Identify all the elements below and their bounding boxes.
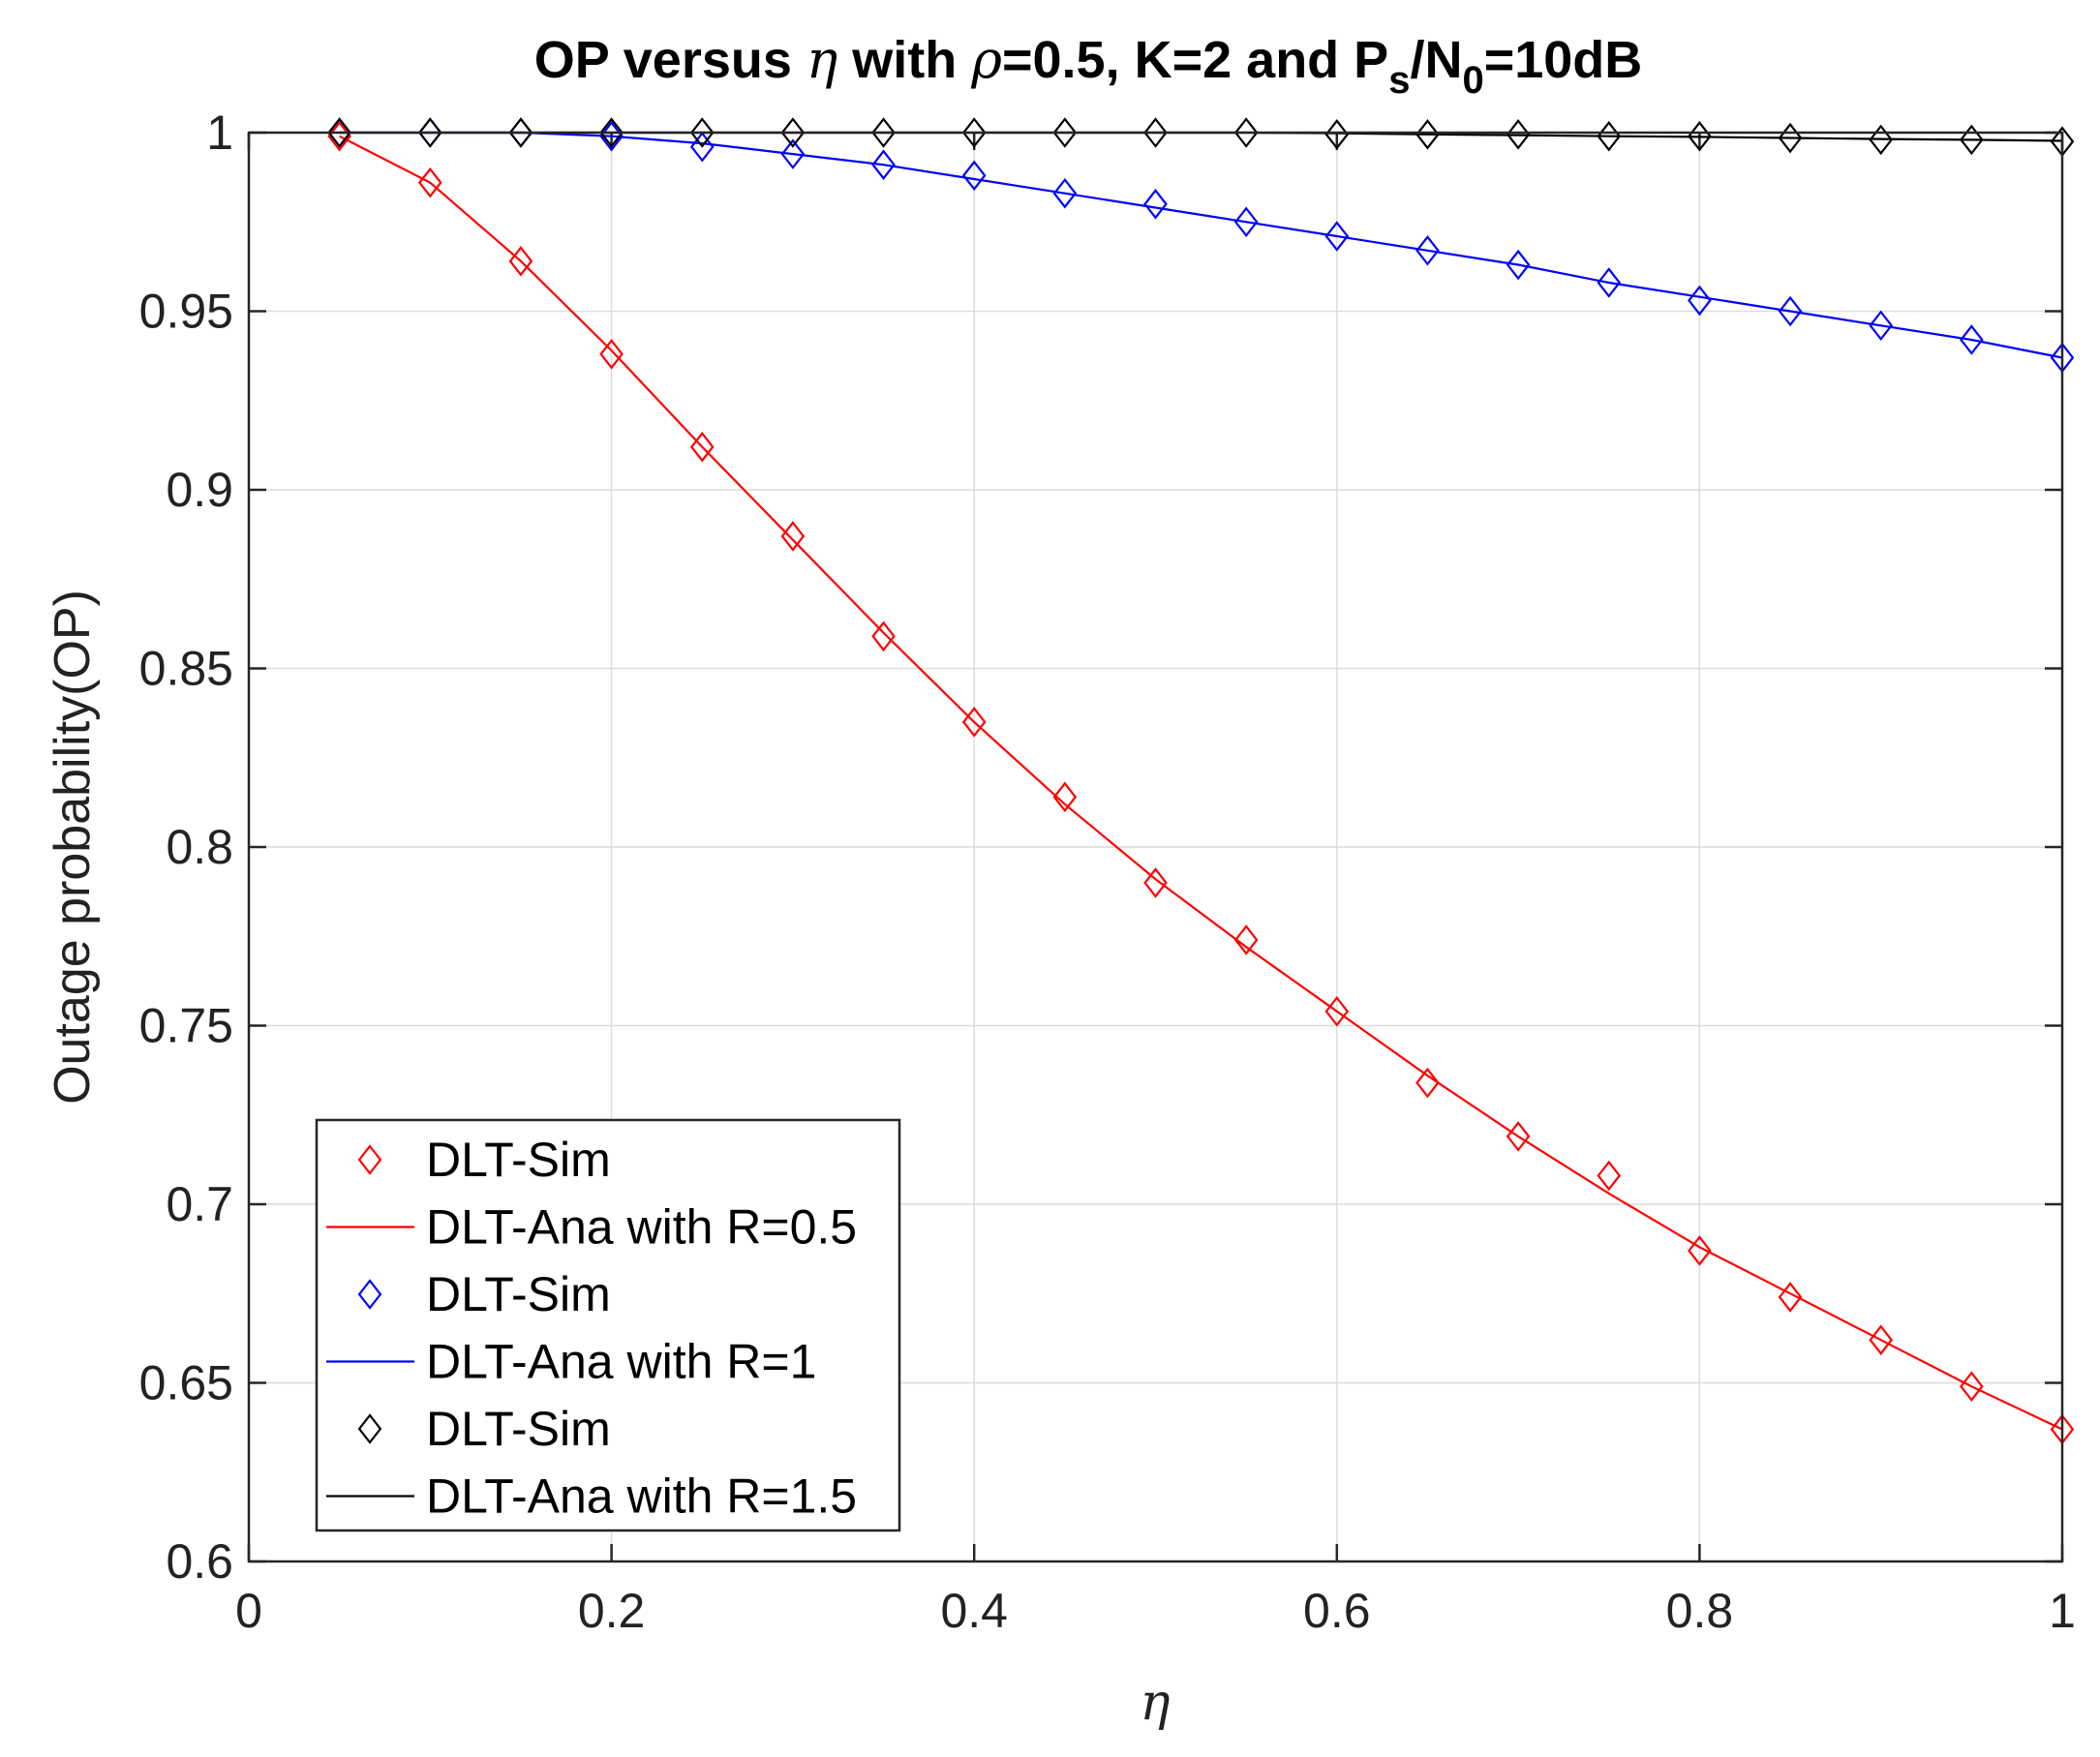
- sim-marker-r1: [1778, 295, 1803, 327]
- x-tick-label: 0: [235, 1584, 262, 1638]
- y-tick-label: 0.6: [166, 1534, 233, 1589]
- chart-title: OP versus η with ρ=0.5, K=2 and Ps/N0=10…: [534, 29, 1643, 102]
- sim-marker-r15: [508, 117, 533, 148]
- y-tick-label: 1: [206, 106, 233, 160]
- sim-marker-r15: [1506, 119, 1531, 150]
- sim-marker-r15: [871, 117, 896, 148]
- sim-marker-r1: [1052, 177, 1078, 209]
- legend-box: [315, 1118, 901, 1532]
- sim-marker-r1: [1960, 324, 1984, 355]
- sim-marker-r05: [1324, 995, 1350, 1027]
- series-r05: [327, 120, 2075, 1445]
- sim-marker-r1: [1415, 234, 1440, 266]
- sim-marker-r1: [871, 149, 896, 180]
- sim-marker-r05: [1778, 1282, 1803, 1313]
- sim-marker-r15: [327, 117, 351, 148]
- x-tick-label: 0.8: [1666, 1584, 1734, 1638]
- sim-marker-r15: [780, 117, 806, 148]
- legend-marker-r1: [357, 1279, 382, 1310]
- sim-marker-r15: [1415, 119, 1440, 150]
- sim-marker-r15: [417, 117, 442, 148]
- sim-marker-r05: [780, 521, 806, 552]
- sim-marker-r05: [1506, 1121, 1531, 1152]
- sim-marker-r1: [780, 138, 806, 169]
- y-tick-label: 0.7: [166, 1177, 233, 1231]
- x-tick-label: 1: [2049, 1584, 2076, 1638]
- x-tick-labels: 0 0.2 0.4 0.6 0.8 1: [235, 1584, 2076, 1638]
- sim-marker-r05: [1869, 1324, 1894, 1356]
- y-tick-label: 0.8: [166, 820, 233, 874]
- sim-marker-r05: [1960, 1371, 1984, 1402]
- sim-marker-r15: [1324, 119, 1350, 150]
- legend-label-sim: DLT-Sim: [426, 1133, 611, 1187]
- sim-marker-r1: [1324, 221, 1350, 252]
- legend-label-ana: DLT-Ana with R=1.5: [426, 1469, 857, 1524]
- x-axis-label: η: [1140, 1674, 1170, 1732]
- sim-marker-r1: [1869, 310, 1894, 342]
- legend-label-sim: DLT-Sim: [426, 1267, 611, 1321]
- legend-marker-r15: [357, 1413, 382, 1444]
- legend-marker-r05: [357, 1144, 382, 1175]
- legend-label-ana: DLT-Ana with R=1: [426, 1335, 816, 1389]
- ana-line-r05: [339, 135, 2063, 1431]
- y-tick-labels: 0.6 0.65 0.7 0.75 0.8 0.85 0.9 0.95 1: [139, 106, 233, 1589]
- legend: DLT-Sim DLT-Ana with R=0.5 DLT-Sim DLT-Ana …: [315, 1118, 901, 1532]
- sim-marker-r15: [1233, 117, 1259, 148]
- sim-marker-r05: [1052, 781, 1078, 813]
- sim-marker-r05: [1688, 1235, 1712, 1266]
- y-tick-label: 0.85: [139, 642, 233, 696]
- sim-marker-r05: [1143, 867, 1168, 898]
- x-tick-label: 0.4: [940, 1584, 1008, 1638]
- sim-marker-r1: [689, 131, 715, 163]
- sim-marker-r05: [689, 431, 715, 463]
- sim-marker-r05: [508, 246, 533, 277]
- ana-line-r1: [339, 131, 2063, 359]
- sim-marker-r05: [961, 707, 987, 738]
- sim-marker-r15: [961, 117, 987, 148]
- sim-marker-r1: [1597, 267, 1622, 298]
- sim-marker-r1: [961, 160, 987, 192]
- plot-frame: [247, 131, 2064, 1563]
- sim-marker-r15: [689, 117, 715, 148]
- y-axis-label: Outage probability(OP): [45, 590, 101, 1105]
- sim-marker-r15: [1143, 117, 1168, 148]
- legend-label-ana: DLT-Ana with R=0.5: [426, 1200, 857, 1255]
- y-tick-label: 0.9: [166, 463, 233, 517]
- sim-marker-r05: [417, 167, 442, 198]
- sim-marker-r15: [599, 117, 624, 148]
- x-tick-label: 0.6: [1303, 1584, 1371, 1638]
- sim-marker-r15: [1960, 124, 1984, 156]
- sim-marker-r05: [1597, 1160, 1622, 1192]
- legend-label-sim: DLT-Sim: [426, 1402, 611, 1456]
- y-tick-label: 0.95: [139, 285, 233, 339]
- sim-marker-r1: [1233, 206, 1259, 238]
- sim-marker-r1: [1688, 285, 1712, 317]
- x-tick-label: 0.2: [578, 1584, 646, 1638]
- sim-marker-r15: [1869, 124, 1894, 156]
- sim-marker-r15: [1052, 117, 1078, 148]
- sim-marker-r1: [1143, 189, 1168, 220]
- sim-marker-r05: [1415, 1067, 1440, 1099]
- sim-marker-r05: [871, 621, 896, 652]
- sim-marker-r05: [1233, 924, 1259, 955]
- y-tick-label: 0.75: [139, 999, 233, 1053]
- sim-marker-r05: [599, 338, 624, 370]
- sim-marker-r1: [1506, 249, 1531, 281]
- y-tick-label: 0.65: [139, 1356, 233, 1410]
